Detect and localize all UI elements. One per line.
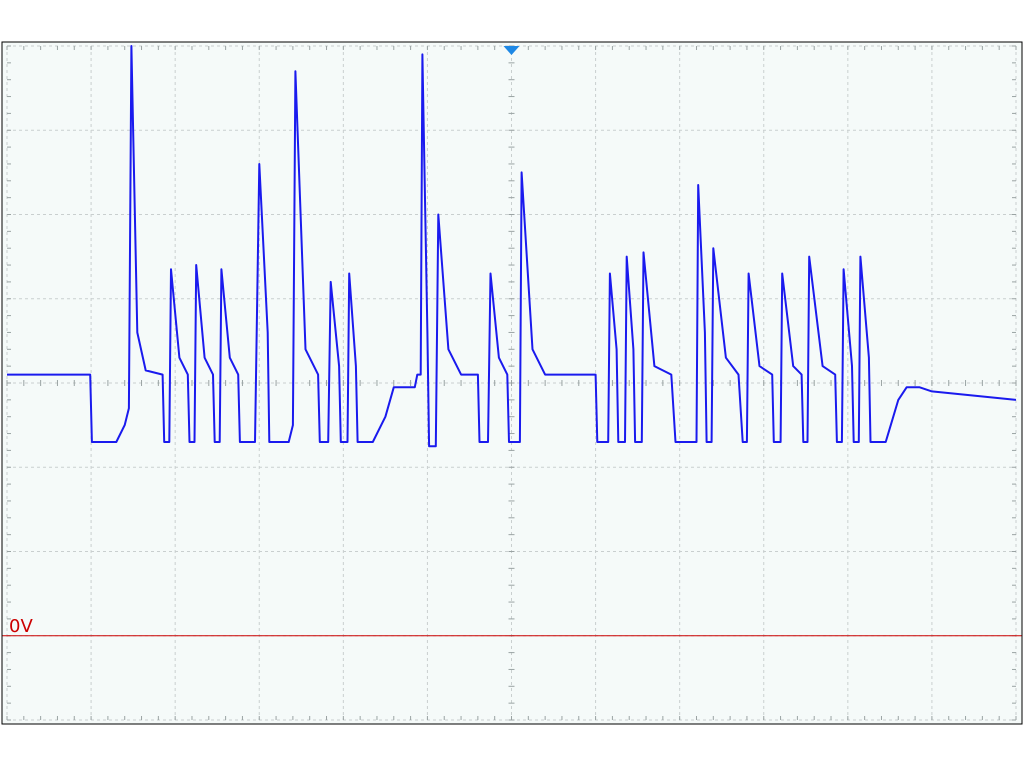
plot-border <box>1 41 1023 725</box>
trigger-position-marker <box>503 46 520 55</box>
zero-level-label: 0V <box>9 616 33 637</box>
signal-trace <box>7 45 1017 448</box>
